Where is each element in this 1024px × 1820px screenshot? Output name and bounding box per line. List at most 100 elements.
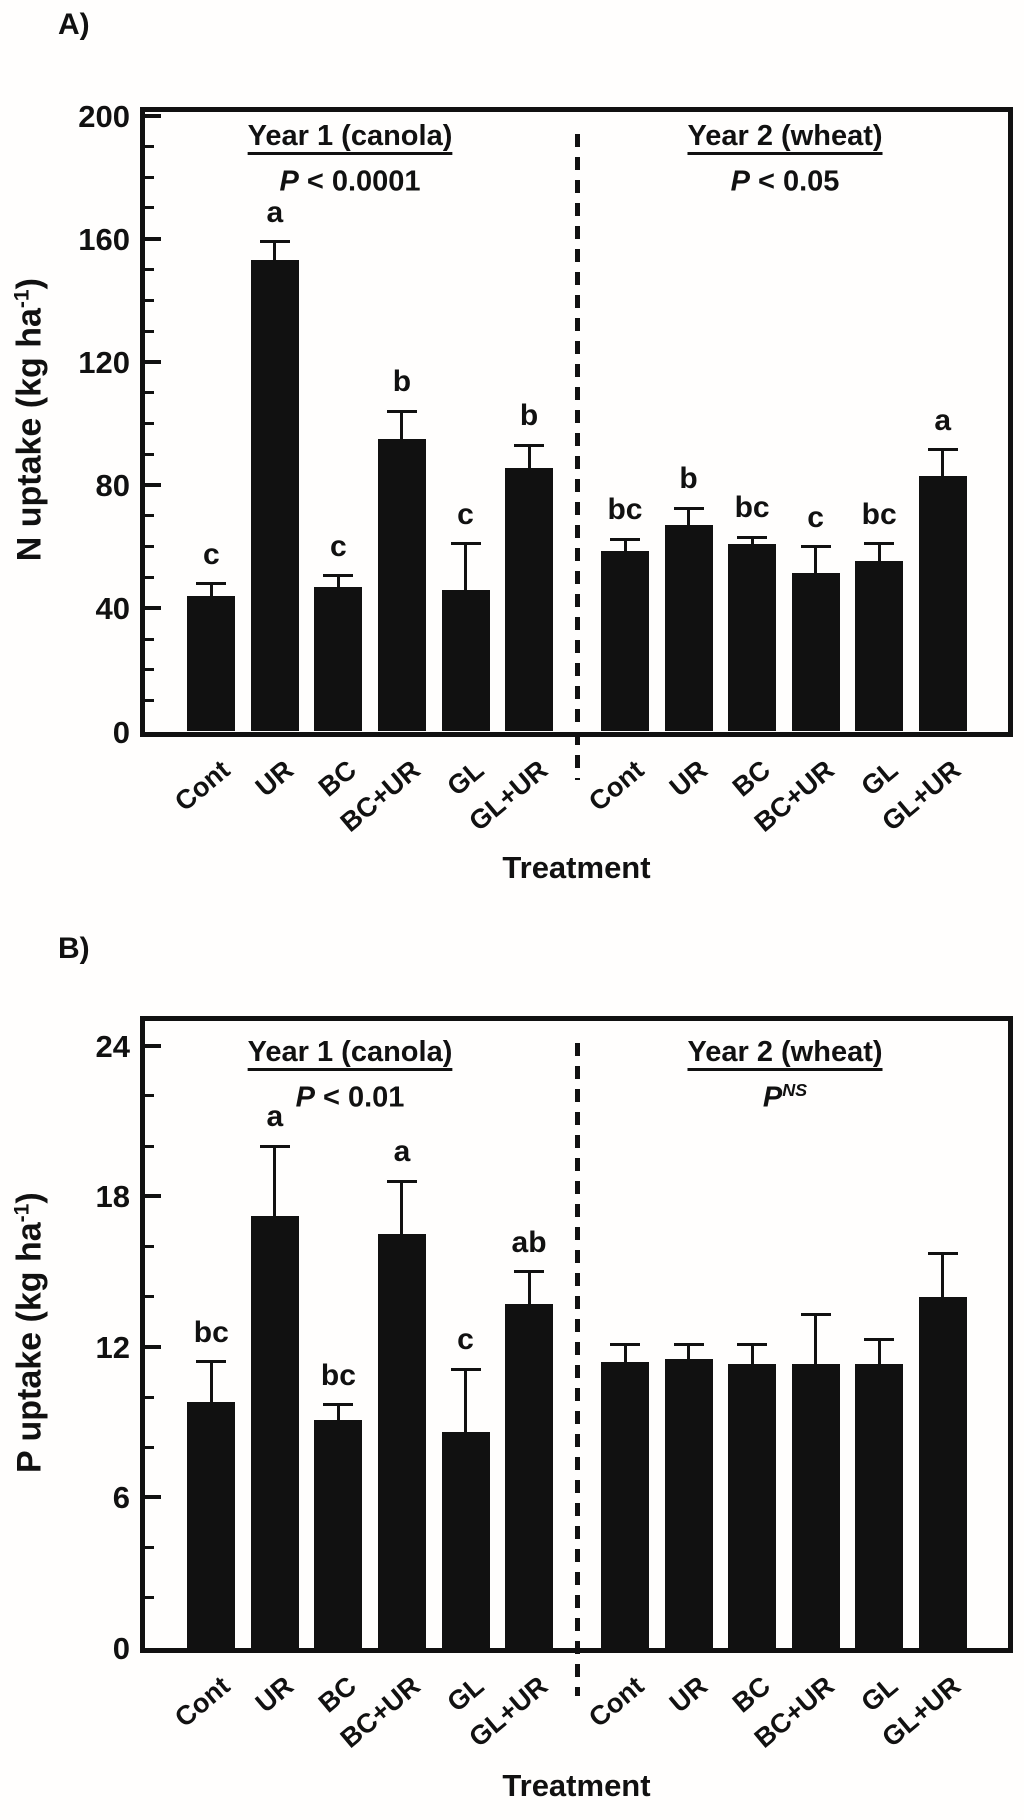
error-bar-cap	[864, 542, 895, 546]
year-divider-dashed-line	[574, 1043, 580, 1696]
significance-letter: a	[266, 1100, 284, 1133]
error-bar-line	[400, 1181, 404, 1234]
y-minor-tick	[145, 514, 154, 518]
y-minor-tick	[145, 699, 154, 703]
y-major-tick	[145, 113, 161, 118]
error-bar-cap	[610, 537, 640, 541]
significance-letter: bc	[734, 491, 770, 525]
panel-b-label: B)	[58, 932, 90, 965]
significance-letter: c	[330, 529, 347, 563]
y-minor-tick	[145, 668, 154, 672]
x-tick-label: Cont	[168, 1670, 236, 1733]
error-bar-line	[336, 575, 340, 587]
significance-letter: c	[202, 537, 220, 571]
y-minor-tick	[145, 637, 154, 641]
significance-letter: c	[457, 497, 474, 531]
y-minor-tick	[145, 576, 154, 579]
y-minor-tick	[145, 391, 154, 395]
error-bar-line	[273, 1146, 277, 1217]
error-bar-line	[941, 1253, 945, 1297]
error-bar-line	[941, 449, 945, 476]
y-minor-tick	[145, 1596, 154, 1600]
error-bar-cap	[323, 574, 354, 578]
bar-bc+ur	[377, 1233, 426, 1648]
error-bar-line	[464, 543, 467, 590]
bar-ur	[250, 260, 299, 732]
significance-letter: a	[266, 195, 284, 229]
y-minor-tick	[145, 1445, 154, 1449]
error-bar-cap	[514, 443, 545, 447]
significance-letter: a	[934, 403, 952, 437]
bar-ur	[664, 525, 713, 732]
y-minor-tick	[145, 1546, 154, 1550]
group-title-text: Year 1 (canola)	[247, 120, 453, 152]
error-bar-line	[750, 537, 754, 544]
error-bar-cap	[737, 1342, 768, 1346]
x-tick-label: Cont	[582, 1670, 649, 1733]
y-major-tick	[145, 483, 161, 488]
error-bar-line	[209, 1361, 213, 1403]
bar-bc	[728, 543, 777, 732]
p-value-label: P < 0.05	[730, 165, 840, 198]
bar-gl+ur	[918, 1296, 967, 1648]
bar-bc+ur	[791, 572, 840, 732]
significance-letter: a	[393, 1135, 411, 1169]
y-minor-tick	[145, 1094, 154, 1098]
error-bar-cap	[800, 1312, 831, 1316]
y-minor-tick	[145, 1144, 154, 1148]
y-major-tick	[145, 1043, 161, 1048]
significance-letter: b	[679, 462, 698, 496]
y-major-tick	[145, 1495, 161, 1500]
bar-bc	[314, 1419, 363, 1648]
error-bar-line	[814, 1314, 818, 1365]
bar-cont	[601, 551, 649, 732]
x-tick-label: GL	[855, 1670, 904, 1718]
group-title: Year 2 (wheat)	[535, 1036, 1024, 1069]
significance-letter: bc	[861, 497, 897, 531]
bar-gl	[441, 589, 490, 732]
y-major-tick	[145, 1344, 161, 1349]
y-tick-label: 40	[95, 591, 130, 627]
error-bar-cap	[927, 448, 958, 452]
significance-letter: b	[392, 365, 412, 399]
group-title: Year 2 (wheat)	[535, 120, 1024, 153]
y-tick-label: 12	[95, 1329, 130, 1365]
error-bar-line	[273, 241, 277, 261]
y-minor-tick	[145, 422, 154, 425]
y-minor-tick	[145, 545, 154, 549]
error-bar-line	[623, 539, 627, 552]
bar-gl+ur	[918, 475, 967, 732]
y-tick-label: 6	[112, 1480, 130, 1516]
x-axis-title: Treatment	[502, 850, 651, 885]
significance-letter: bc	[193, 1315, 229, 1349]
y-minor-tick	[145, 452, 154, 456]
p-value-label: P < 0.0001	[279, 165, 421, 198]
significance-letter: c	[807, 500, 824, 534]
group-title-text: Year 1 (canola)	[247, 1036, 453, 1068]
y-minor-tick	[145, 206, 154, 210]
bar-bc+ur	[377, 438, 426, 732]
error-bar-line	[687, 508, 691, 526]
significance-letter: bc	[320, 1358, 356, 1392]
x-tick-label: UR	[663, 1670, 713, 1719]
error-bar-cap	[386, 1179, 417, 1183]
y-minor-tick	[145, 1295, 154, 1299]
y-tick-label: 24	[95, 1028, 130, 1064]
bar-cont	[601, 1361, 649, 1648]
bar-gl	[855, 1364, 904, 1648]
bar-gl	[441, 1432, 490, 1648]
y-minor-tick	[145, 1395, 154, 1399]
y-major-tick	[145, 606, 161, 611]
bar-cont	[187, 595, 236, 732]
y-major-tick	[145, 359, 161, 364]
y-minor-tick	[145, 144, 154, 148]
error-bar-line	[400, 411, 404, 439]
y-minor-tick	[145, 1244, 154, 1248]
group-title: Year 1 (canola)	[100, 1036, 600, 1069]
y-major-tick	[145, 236, 161, 241]
error-bar-cap	[323, 1403, 354, 1407]
error-bar-cap	[927, 1252, 958, 1256]
bar-bc+ur	[791, 1364, 840, 1648]
